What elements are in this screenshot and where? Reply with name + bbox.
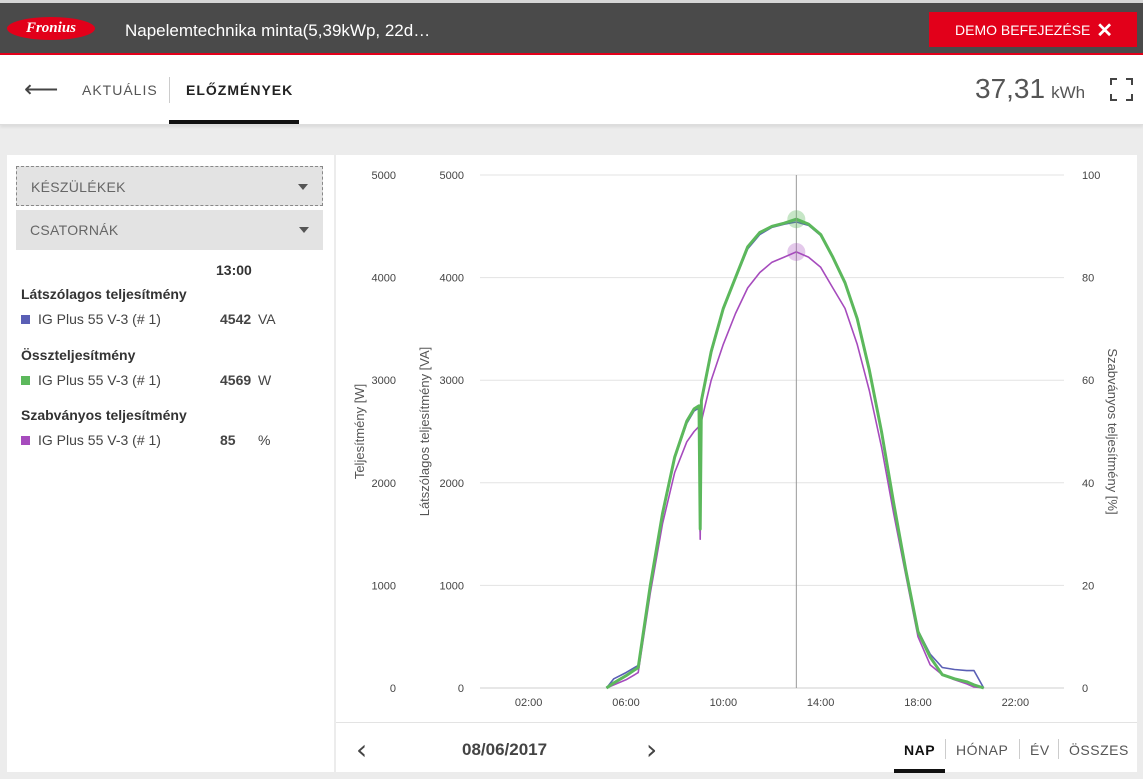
period-year[interactable]: ÉV bbox=[1030, 742, 1050, 758]
x-tick: 06:00 bbox=[612, 697, 640, 709]
legend-swatch bbox=[21, 376, 30, 385]
y-tick-va: 1000 bbox=[440, 580, 464, 592]
y-tick-watts: 3000 bbox=[372, 375, 396, 387]
close-icon: ✕ bbox=[1096, 20, 1113, 42]
y-tick-va: 3000 bbox=[440, 375, 464, 387]
fronius-logo[interactable]: Fronius bbox=[7, 17, 95, 40]
chart-panel: 0 0 0 1000 1000 20 2000 2000 40 3000 3000 60 4000 400… bbox=[336, 155, 1137, 773]
legend-item-total-power[interactable]: IG Plus 55 V-3 (# 1) 4569 W bbox=[21, 372, 321, 388]
chevron-right-icon[interactable]: › bbox=[646, 733, 658, 766]
y-tick-percent: 20 bbox=[1082, 580, 1094, 592]
y-tick-va: 0 bbox=[458, 683, 464, 695]
legend-title-apparent-power: Látszólagos teljesítmény bbox=[21, 286, 187, 302]
series bbox=[605, 217, 985, 690]
tab-history[interactable]: ELŐZMÉNYEK bbox=[186, 82, 294, 98]
x-tick: 02:00 bbox=[515, 697, 543, 709]
legend-time: 13:00 bbox=[216, 262, 252, 278]
legend-swatch bbox=[21, 315, 30, 324]
devices-dropdown[interactable]: KÉSZÜLÉKEK bbox=[16, 166, 323, 206]
tab-current[interactable]: AKTUÁLIS bbox=[82, 82, 158, 98]
arrow-left-icon[interactable]: ⟵ bbox=[24, 76, 59, 103]
nav-bar: ⟵ AKTUÁLIS ELŐZMÉNYEK 37,31 kWh bbox=[0, 55, 1143, 125]
cursor-marker bbox=[787, 242, 806, 261]
legend-item-standard-power[interactable]: IG Plus 55 V-3 (# 1) 85 % bbox=[21, 432, 321, 448]
legend-unit: % bbox=[258, 432, 271, 448]
grid bbox=[480, 174, 1064, 689]
y-axis-title-watts: Teljesítmény [W] bbox=[352, 384, 367, 479]
y-tick-watts: 0 bbox=[390, 683, 396, 695]
y-tick-va: 4000 bbox=[440, 273, 464, 285]
time-cursor bbox=[787, 175, 806, 688]
legend-panel: KÉSZÜLÉKEK CSATORNÁK 13:00 Látszólagos t… bbox=[7, 155, 334, 772]
series-line bbox=[606, 251, 984, 689]
legend-value: 4542 bbox=[220, 311, 252, 327]
cursor-marker bbox=[787, 210, 806, 229]
x-tick: 14:00 bbox=[807, 697, 835, 709]
y-tick-watts: 2000 bbox=[372, 478, 396, 490]
legend-device: IG Plus 55 V-3 (# 1) bbox=[38, 372, 161, 388]
active-tab-indicator bbox=[169, 120, 299, 124]
end-demo-label: DEMO BEFEJEZÉSE bbox=[955, 21, 1091, 38]
y-tick-va: 2000 bbox=[440, 478, 464, 490]
x-tick: 22:00 bbox=[1002, 697, 1030, 709]
period-month[interactable]: HÓNAP bbox=[956, 742, 1009, 758]
y-tick-watts: 4000 bbox=[372, 273, 396, 285]
channels-dropdown[interactable]: CSATORNÁK bbox=[16, 210, 323, 250]
power-chart[interactable]: 0 0 0 1000 1000 20 2000 2000 40 3000 3000 60 4000 400… bbox=[336, 155, 1137, 722]
period-day[interactable]: NAP bbox=[904, 742, 936, 758]
tab-divider bbox=[169, 77, 170, 103]
legend-device: IG Plus 55 V-3 (# 1) bbox=[38, 311, 161, 327]
channels-dropdown-label: CSATORNÁK bbox=[30, 222, 119, 238]
axis-ticks: 0 0 0 1000 1000 20 2000 2000 40 3000 3000 60 4000 400… bbox=[372, 170, 1101, 709]
y-tick-watts: 1000 bbox=[372, 580, 396, 592]
selected-date[interactable]: 08/06/2017 bbox=[462, 740, 548, 759]
daily-energy: 37,31 kWh bbox=[975, 73, 1085, 105]
y-axis-title-va: Látszólagos teljesítmény [VA] bbox=[417, 347, 432, 517]
x-tick: 10:00 bbox=[710, 697, 738, 709]
legend-device: IG Plus 55 V-3 (# 1) bbox=[38, 432, 161, 448]
legend-unit: W bbox=[258, 372, 272, 388]
system-title: Napelemtechnika minta(5,39kWp, 22d… bbox=[125, 21, 431, 40]
y-tick-percent: 40 bbox=[1082, 478, 1094, 490]
date-navigation-bar: ‹ 08/06/2017 › NAP HÓNAP ÉV ÖSSZES bbox=[336, 722, 1137, 773]
y-tick-percent: 0 bbox=[1082, 683, 1088, 695]
legend-unit: VA bbox=[258, 311, 276, 327]
y-tick-percent: 60 bbox=[1082, 375, 1094, 387]
chevron-left-icon[interactable]: ‹ bbox=[356, 733, 368, 766]
x-tick: 18:00 bbox=[904, 697, 932, 709]
legend-item-apparent-power[interactable]: IG Plus 55 V-3 (# 1) 4542 VA bbox=[21, 311, 321, 327]
caret-down-icon bbox=[298, 184, 308, 190]
energy-value: 37,31 bbox=[975, 73, 1046, 104]
y-tick-watts: 5000 bbox=[372, 170, 396, 182]
y-axis-title-percent: Szabványos teljesítmény [%] bbox=[1105, 348, 1120, 514]
period-all[interactable]: ÖSSZES bbox=[1069, 742, 1129, 758]
legend-value: 85 bbox=[220, 432, 236, 448]
y-tick-va: 5000 bbox=[440, 170, 464, 182]
series-line bbox=[605, 217, 985, 690]
period-divider bbox=[1058, 739, 1059, 759]
legend-value: 4569 bbox=[220, 372, 252, 388]
legend-title-standard-power: Szabványos teljesítmény bbox=[21, 407, 187, 423]
active-period-indicator bbox=[894, 769, 945, 773]
period-divider bbox=[1019, 739, 1020, 759]
y-tick-percent: 100 bbox=[1082, 170, 1100, 182]
energy-unit: kWh bbox=[1051, 83, 1086, 102]
fullscreen-icon[interactable] bbox=[1110, 78, 1133, 101]
end-demo-button[interactable]: DEMO BEFEJEZÉSE ✕ bbox=[929, 12, 1137, 47]
caret-down-icon bbox=[299, 227, 309, 233]
legend-title-total-power: Összteljesítmény bbox=[21, 347, 136, 363]
series-line bbox=[605, 221, 985, 689]
devices-dropdown-label: KÉSZÜLÉKEK bbox=[31, 179, 126, 195]
top-bar: Fronius Napelemtechnika minta(5,39kWp, 2… bbox=[0, 0, 1143, 55]
legend-swatch bbox=[21, 436, 30, 445]
y-tick-percent: 80 bbox=[1082, 273, 1094, 285]
period-divider bbox=[945, 739, 946, 759]
